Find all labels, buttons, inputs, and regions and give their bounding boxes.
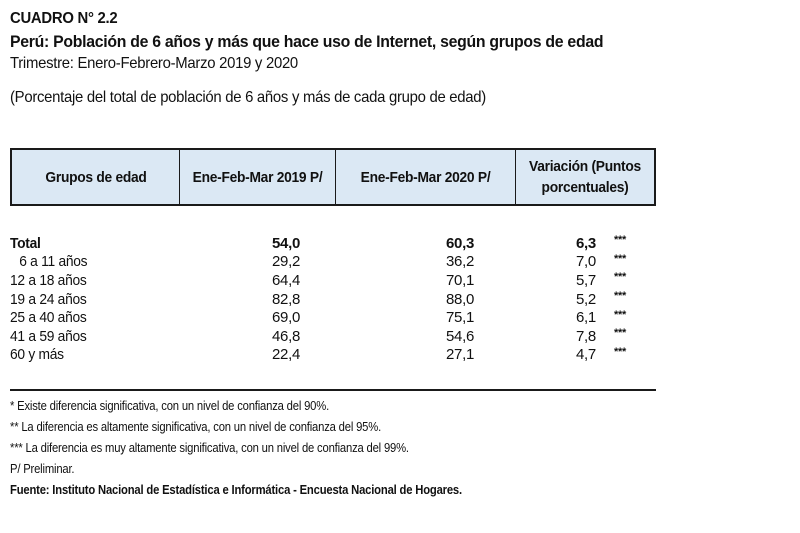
value-2020: 70,1 [446, 271, 474, 289]
significance-marker: *** [614, 234, 626, 247]
table-header: Grupos de edad Ene-Feb-Mar 2019 P/ Ene-F… [10, 148, 656, 206]
significance-marker: *** [614, 271, 626, 284]
value-2019: 64,4 [272, 271, 300, 289]
value-2020: 88,0 [446, 290, 474, 308]
column-header-2019: Ene-Feb-Mar 2019 P/ [180, 150, 336, 204]
value-variation: 7,8 [576, 327, 596, 345]
table-bottom-rule [10, 389, 656, 391]
significance-marker: *** [614, 327, 626, 340]
value-2019: 82,8 [272, 290, 300, 308]
significance-marker: *** [614, 252, 626, 265]
footnote: ** La diferencia es altamente significat… [10, 420, 382, 434]
statistics-table-sheet: CUADRO N° 2.2 Perú: Población de 6 años … [10, 8, 670, 497]
value-2020: 27,1 [446, 346, 474, 364]
value-2019: 69,0 [272, 309, 300, 327]
table-subtitle: Trimestre: Enero-Febrero-Marzo 2019 y 20… [10, 55, 298, 72]
table-title: Perú: Población de 6 años y más que hace… [10, 32, 604, 51]
value-variation: 6,1 [576, 309, 596, 327]
source-note: Fuente: Instituto Nacional de Estadístic… [10, 483, 462, 497]
column-header-age-group: Grupos de edad [12, 150, 180, 204]
column-header-variation: Variación (Puntos porcentuales) [529, 158, 641, 196]
row-label: 19 a 24 años [10, 290, 87, 308]
significance-marker: *** [614, 308, 626, 321]
table-row: 19 a 24 años 82,8 88,0 5,2 *** [10, 290, 656, 309]
table-row: 41 a 59 años 46,8 54,6 7,8 *** [10, 327, 656, 346]
row-label: 12 a 18 años [10, 271, 87, 289]
value-2020: 60,3 [446, 234, 474, 252]
value-variation: 5,7 [576, 271, 596, 289]
value-2019: 22,4 [272, 346, 300, 364]
value-variation: 7,0 [576, 253, 596, 271]
value-2019: 54,0 [272, 234, 300, 252]
table-row: 6 a 11 años 29,2 36,2 7,0 *** [10, 253, 656, 272]
value-2020: 75,1 [446, 309, 474, 327]
table-row: 12 a 18 años 64,4 70,1 5,7 *** [10, 271, 656, 290]
table-number: CUADRO N° 2.2 [10, 10, 118, 27]
table-unit-note: (Porcentaje del total de población de 6 … [10, 89, 486, 106]
row-label: 6 a 11 años [19, 253, 88, 271]
significance-marker: *** [614, 345, 626, 358]
table-row: 25 a 40 años 69,0 75,1 6,1 *** [10, 308, 656, 327]
value-2019: 29,2 [272, 253, 300, 271]
footnote: P/ Preliminar. [10, 462, 75, 476]
row-label: 41 a 59 años [10, 327, 87, 345]
table-row-total: Total 54,0 60,3 6,3 *** [10, 234, 656, 253]
table-body: Total 54,0 60,3 6,3 *** 6 a 11 años 29,2… [10, 234, 656, 364]
column-header-2020: Ene-Feb-Mar 2020 P/ [336, 150, 516, 204]
row-label: 25 a 40 años [10, 309, 87, 327]
value-2019: 46,8 [272, 327, 300, 345]
footnote: * Existe diferencia significativa, con u… [10, 399, 330, 413]
row-label: Total [10, 234, 41, 252]
table-footnotes: * Existe diferencia significativa, con u… [10, 396, 670, 501]
value-2020: 36,2 [446, 253, 474, 271]
significance-marker: *** [614, 290, 626, 303]
value-variation: 6,3 [576, 234, 596, 252]
value-2020: 54,6 [446, 327, 474, 345]
value-variation: 5,2 [576, 290, 596, 308]
table-row: 60 y más 22,4 27,1 4,7 *** [10, 346, 656, 365]
footnote: *** La diferencia es muy altamente signi… [10, 441, 409, 455]
value-variation: 4,7 [576, 346, 596, 364]
row-label: 60 y más [10, 346, 64, 364]
